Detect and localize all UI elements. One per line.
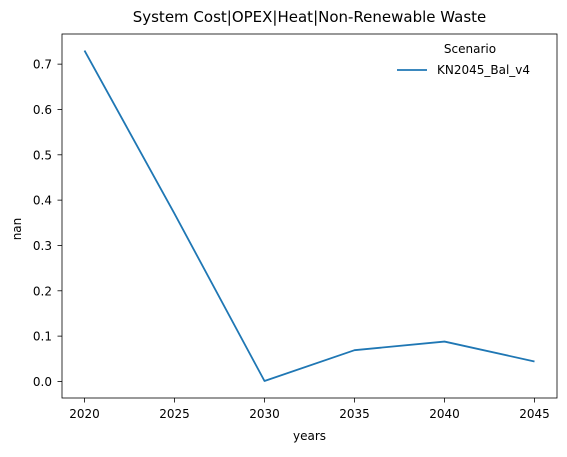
y-tick-label: 0.4	[33, 194, 52, 208]
x-tick-label: 2025	[159, 407, 190, 421]
y-axis-ticks: 0.0 0.1 0.2 0.3 0.4 0.5 0.6 0.7	[33, 58, 62, 389]
y-tick-label: 0.3	[33, 239, 52, 253]
series-line-KN2045_Bal_v4	[83, 50, 535, 382]
y-tick-label: 0.2	[33, 284, 52, 298]
y-tick-label: 0.7	[33, 58, 52, 72]
chart-title: System Cost|OPEX|Heat|Non-Renewable Wast…	[133, 8, 487, 26]
y-axis-label: nan	[10, 218, 24, 241]
y-tick-label: 0.0	[33, 375, 52, 389]
series-layer	[83, 50, 535, 382]
legend: Scenario KN2045_Bal_v4	[397, 42, 530, 77]
y-tick-label: 0.6	[33, 103, 52, 117]
y-tick-label: 0.1	[33, 330, 52, 344]
y-tick-label: 0.5	[33, 148, 52, 162]
plot-area-frame	[61, 33, 558, 399]
x-tick-label: 2045	[519, 407, 550, 421]
x-tick-label: 2040	[429, 407, 460, 421]
x-tick-label: 2020	[69, 407, 100, 421]
legend-label: KN2045_Bal_v4	[437, 63, 530, 77]
x-axis-ticks: 2020 2025 2030 2035 2040 2045	[69, 398, 550, 421]
x-tick-label: 2030	[249, 407, 280, 421]
legend-title: Scenario	[444, 42, 496, 56]
x-axis-label: years	[293, 429, 326, 443]
x-tick-label: 2035	[339, 407, 370, 421]
